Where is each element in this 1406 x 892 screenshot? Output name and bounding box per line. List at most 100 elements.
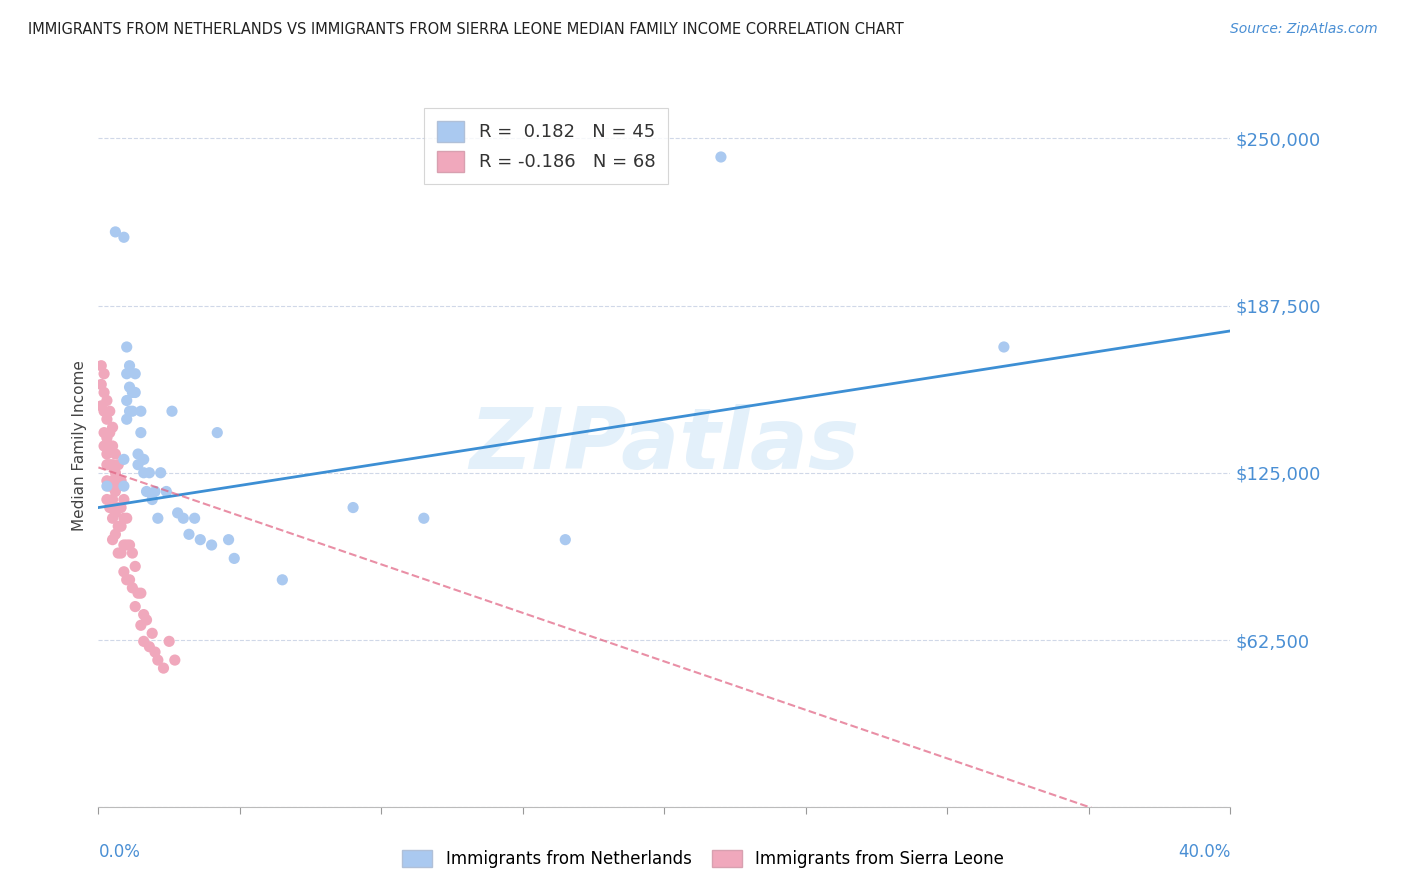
Point: [342, 500, 364, 515]
Point: [143, 484, 166, 499]
Point: [93, 385, 115, 400]
Point: [554, 533, 576, 547]
Point: [132, 607, 155, 622]
Point: [118, 573, 141, 587]
Point: [96, 492, 118, 507]
Point: [177, 527, 200, 541]
Point: [129, 425, 152, 440]
Point: [98, 439, 121, 453]
Point: [129, 404, 152, 418]
Point: [188, 533, 211, 547]
Point: [104, 225, 127, 239]
Point: [112, 538, 135, 552]
Point: [107, 479, 129, 493]
Point: [98, 500, 121, 515]
Point: [141, 626, 163, 640]
Point: [412, 511, 434, 525]
Y-axis label: Median Family Income: Median Family Income: [72, 360, 87, 532]
Point: [132, 466, 155, 480]
Legend: Immigrants from Netherlands, Immigrants from Sierra Leone: Immigrants from Netherlands, Immigrants …: [394, 842, 1012, 877]
Point: [104, 447, 127, 461]
Point: [146, 511, 169, 525]
Point: [163, 653, 186, 667]
Point: [124, 559, 146, 574]
Text: IMMIGRANTS FROM NETHERLANDS VS IMMIGRANTS FROM SIERRA LEONE MEDIAN FAMILY INCOME: IMMIGRANTS FROM NETHERLANDS VS IMMIGRANT…: [28, 22, 904, 37]
Point: [93, 439, 115, 453]
Point: [124, 367, 146, 381]
Point: [98, 479, 121, 493]
Point: [93, 404, 115, 418]
Point: [107, 500, 129, 515]
Point: [96, 431, 118, 445]
Point: [101, 439, 124, 453]
Text: Source: ZipAtlas.com: Source: ZipAtlas.com: [1230, 22, 1378, 37]
Point: [96, 412, 118, 426]
Point: [141, 492, 163, 507]
Point: [993, 340, 1015, 354]
Point: [101, 511, 124, 525]
Point: [224, 551, 246, 566]
Point: [135, 484, 157, 499]
Point: [101, 420, 124, 434]
Point: [90, 359, 112, 373]
Point: [112, 492, 135, 507]
Point: [101, 533, 124, 547]
Point: [110, 474, 132, 488]
Point: [146, 653, 169, 667]
Point: [121, 581, 143, 595]
Point: [98, 458, 121, 472]
Point: [132, 452, 155, 467]
Point: [115, 538, 138, 552]
Point: [118, 538, 141, 552]
Point: [207, 425, 229, 440]
Point: [112, 230, 135, 244]
Point: [135, 613, 157, 627]
Point: [118, 380, 141, 394]
Point: [104, 527, 127, 541]
Point: [166, 506, 188, 520]
Point: [110, 546, 132, 560]
Point: [112, 452, 135, 467]
Point: [98, 425, 121, 440]
Point: [127, 458, 149, 472]
Point: [271, 573, 294, 587]
Point: [218, 533, 240, 547]
Point: [132, 634, 155, 648]
Point: [110, 500, 132, 515]
Point: [110, 519, 132, 533]
Point: [138, 640, 160, 654]
Point: [115, 573, 138, 587]
Point: [183, 511, 205, 525]
Point: [115, 511, 138, 525]
Point: [107, 458, 129, 472]
Point: [96, 474, 118, 488]
Point: [143, 645, 166, 659]
Text: 40.0%: 40.0%: [1178, 843, 1230, 861]
Point: [129, 586, 152, 600]
Point: [115, 393, 138, 408]
Point: [157, 634, 180, 648]
Point: [121, 546, 143, 560]
Point: [149, 466, 172, 480]
Point: [98, 404, 121, 418]
Point: [104, 466, 127, 480]
Point: [112, 565, 135, 579]
Point: [96, 458, 118, 472]
Text: 0.0%: 0.0%: [98, 843, 141, 861]
Point: [121, 385, 143, 400]
Point: [152, 661, 174, 675]
Point: [127, 447, 149, 461]
Point: [138, 466, 160, 480]
Point: [155, 484, 177, 499]
Point: [115, 340, 138, 354]
Point: [96, 447, 118, 461]
Point: [112, 511, 135, 525]
Point: [107, 519, 129, 533]
Point: [90, 399, 112, 413]
Point: [112, 479, 135, 493]
Point: [172, 511, 194, 525]
Point: [96, 479, 118, 493]
Point: [160, 404, 183, 418]
Text: ZIPatlas: ZIPatlas: [470, 404, 859, 488]
Point: [118, 359, 141, 373]
